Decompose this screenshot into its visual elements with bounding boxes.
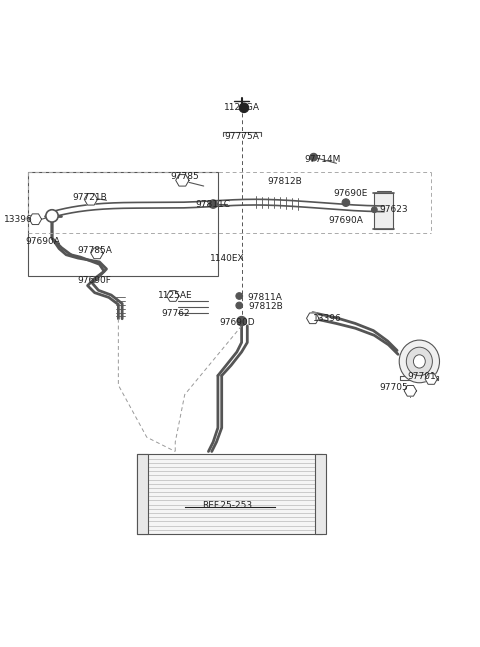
Text: 97785: 97785 bbox=[170, 172, 199, 181]
Text: 97812B: 97812B bbox=[267, 177, 301, 186]
Polygon shape bbox=[167, 291, 179, 302]
Circle shape bbox=[46, 210, 58, 222]
Circle shape bbox=[239, 103, 249, 113]
Text: 97811A: 97811A bbox=[248, 293, 283, 302]
Text: 97775A: 97775A bbox=[224, 132, 259, 141]
Bar bbox=[28, 172, 218, 276]
Text: 97714M: 97714M bbox=[304, 155, 340, 164]
Circle shape bbox=[237, 316, 246, 326]
Text: 97812B: 97812B bbox=[248, 302, 283, 311]
Text: 97811C: 97811C bbox=[196, 199, 231, 208]
Ellipse shape bbox=[399, 340, 440, 383]
Polygon shape bbox=[29, 214, 42, 225]
Polygon shape bbox=[176, 175, 189, 186]
Bar bbox=[137, 454, 148, 534]
Ellipse shape bbox=[413, 355, 425, 368]
Text: REF.25-253: REF.25-253 bbox=[203, 501, 252, 510]
Text: 97690F: 97690F bbox=[78, 276, 112, 285]
Circle shape bbox=[236, 292, 242, 300]
Ellipse shape bbox=[407, 347, 432, 376]
Circle shape bbox=[372, 207, 377, 213]
Text: 97762: 97762 bbox=[161, 309, 190, 318]
Text: 97785A: 97785A bbox=[77, 247, 112, 256]
Text: 1140EX: 1140EX bbox=[210, 254, 245, 263]
Text: 97701: 97701 bbox=[408, 372, 436, 381]
Text: 97705: 97705 bbox=[379, 383, 408, 392]
Text: 97690E: 97690E bbox=[334, 189, 368, 197]
Polygon shape bbox=[307, 313, 319, 324]
Circle shape bbox=[342, 199, 350, 206]
Bar bbox=[137, 454, 322, 534]
Text: 13396: 13396 bbox=[4, 215, 33, 224]
Text: 97690A: 97690A bbox=[25, 237, 60, 247]
Circle shape bbox=[236, 302, 242, 309]
Bar bbox=[374, 193, 393, 228]
Circle shape bbox=[209, 200, 217, 208]
Text: 1125AE: 1125AE bbox=[158, 291, 192, 300]
Polygon shape bbox=[91, 248, 103, 259]
Polygon shape bbox=[425, 373, 437, 384]
Text: 1125GA: 1125GA bbox=[224, 104, 260, 113]
Text: 97690D: 97690D bbox=[219, 318, 255, 327]
Polygon shape bbox=[404, 386, 417, 396]
Polygon shape bbox=[84, 193, 97, 205]
Text: 97623: 97623 bbox=[379, 205, 408, 214]
Text: 13396: 13396 bbox=[312, 314, 341, 324]
Bar bbox=[315, 454, 325, 534]
Text: 97721B: 97721B bbox=[72, 193, 108, 203]
Circle shape bbox=[310, 153, 317, 161]
Text: 97690A: 97690A bbox=[328, 215, 363, 225]
